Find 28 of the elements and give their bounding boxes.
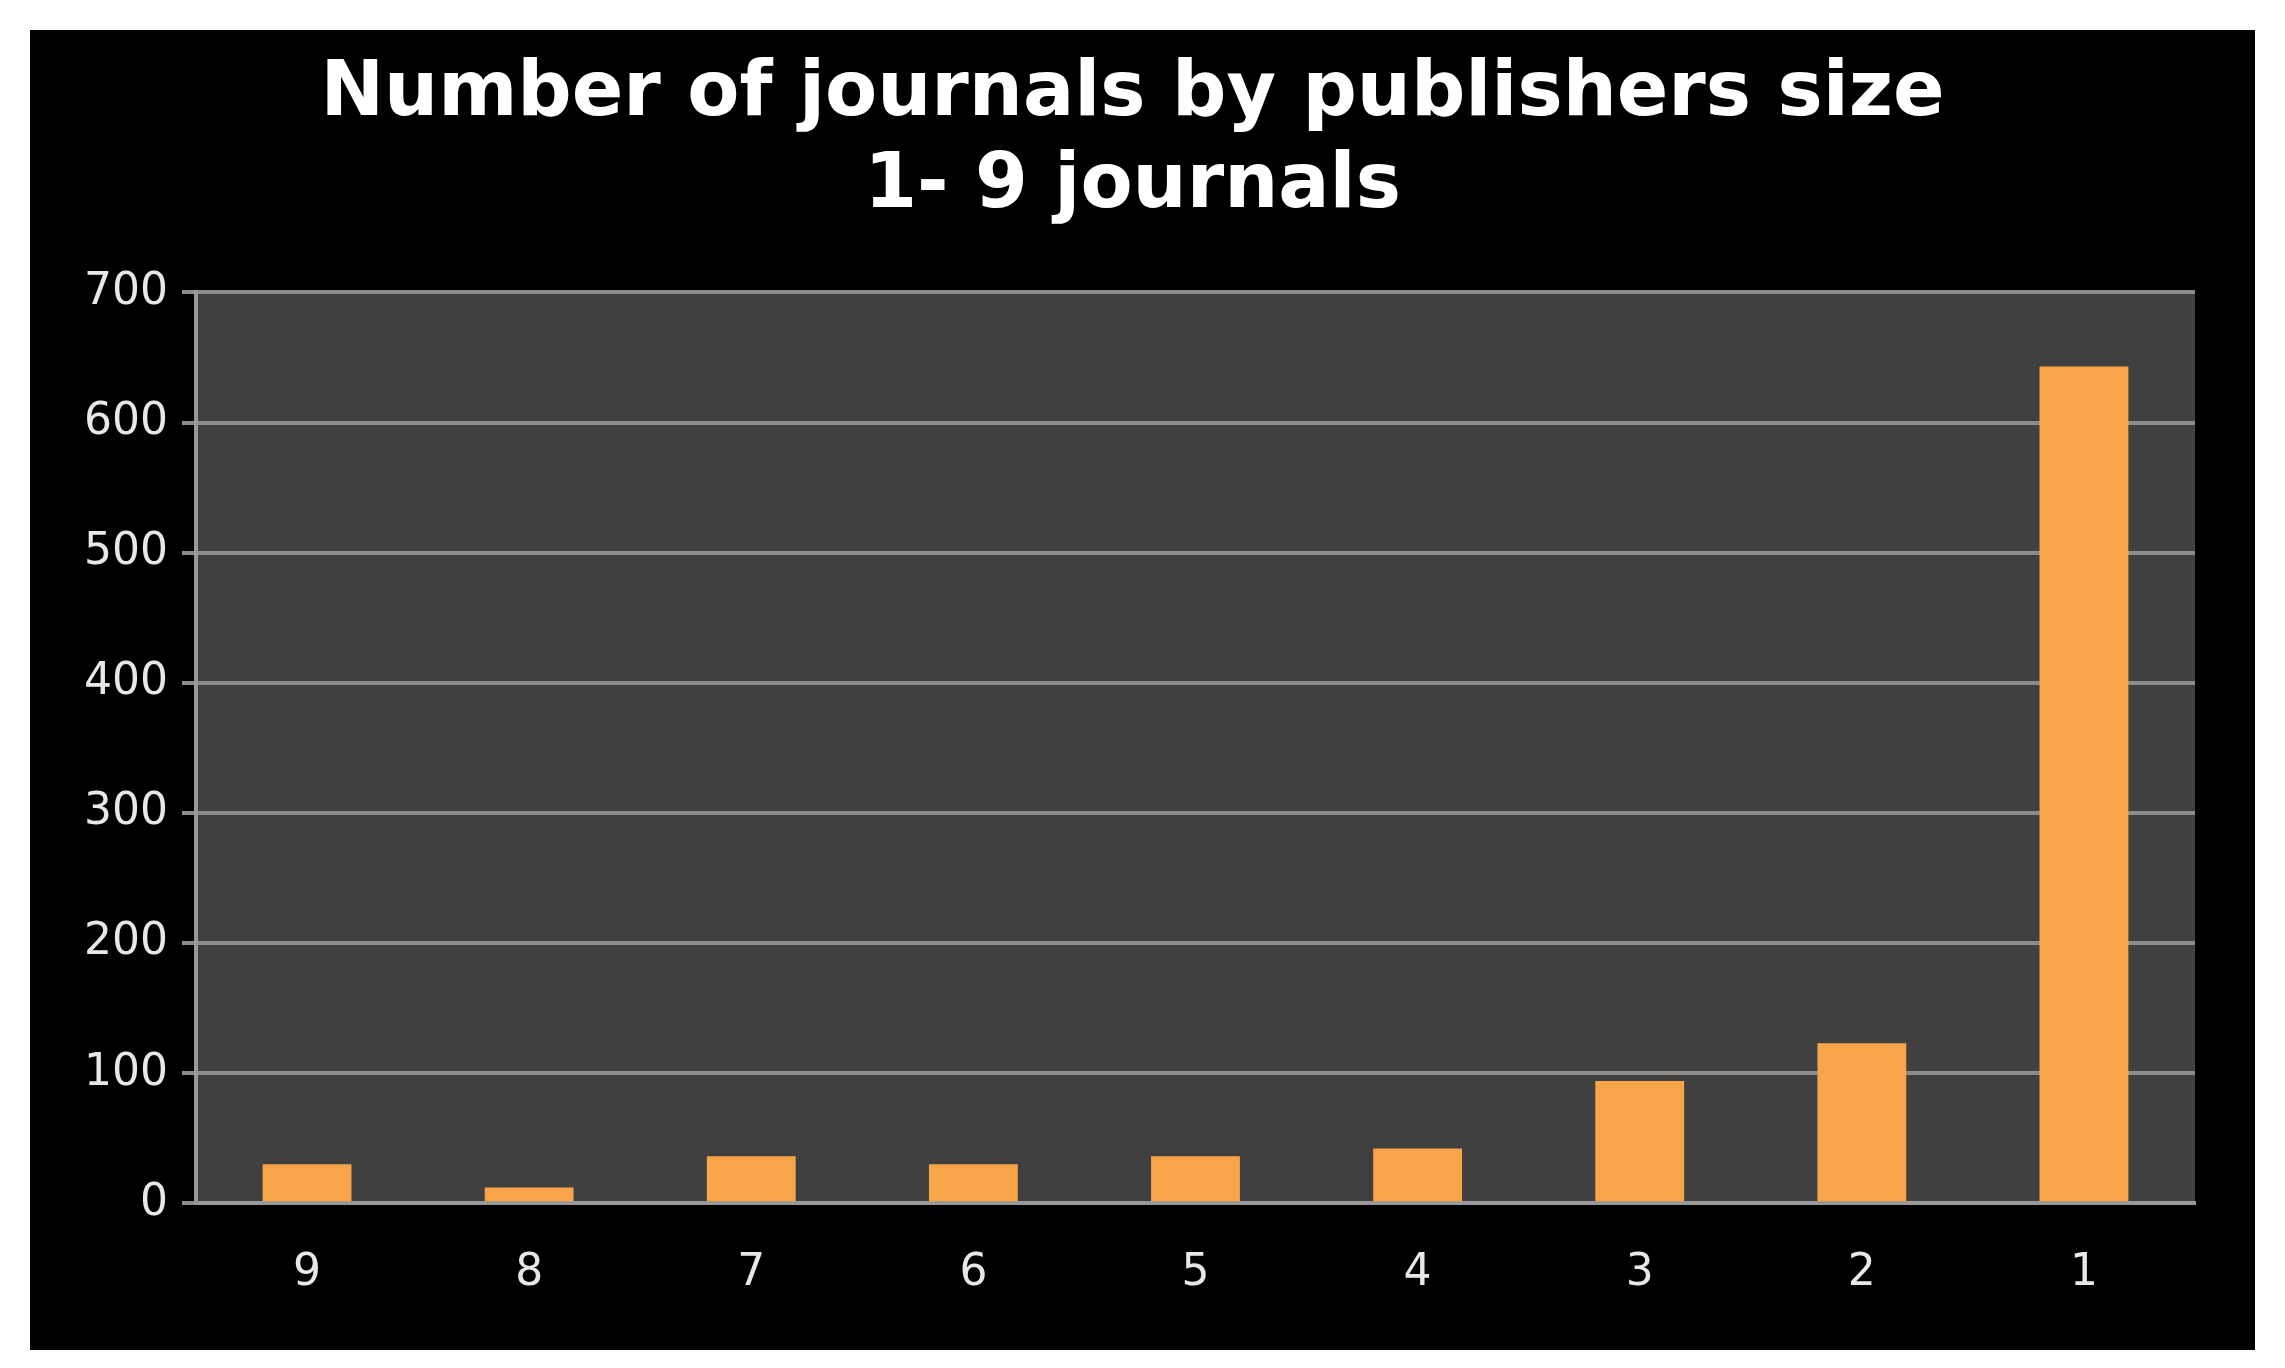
y-tick-label: 700: [84, 262, 168, 314]
x-tick-label: 3: [1625, 1244, 1654, 1296]
y-tick-label: 500: [84, 523, 168, 575]
text: Number of journals by publishers size: [320, 44, 1945, 134]
x-tick-label: 9: [293, 1244, 322, 1296]
x-tick-label: 5: [1181, 1244, 1210, 1296]
y-tick-label: 0: [139, 1173, 168, 1225]
bar: [706, 1156, 796, 1202]
y-tick-label: 100: [84, 1043, 168, 1095]
y-tick-label: 200: [84, 913, 168, 965]
x-tick-label: 2: [1847, 1244, 1876, 1296]
bar: [484, 1187, 574, 1202]
x-tick-label: 7: [737, 1244, 766, 1296]
x-tick-label: 1: [2069, 1244, 2098, 1296]
y-tick-label: 300: [84, 783, 168, 835]
bar: [1817, 1043, 1907, 1202]
x-tick-label: 8: [515, 1244, 544, 1296]
bar: [262, 1164, 352, 1202]
bar: [1373, 1148, 1463, 1202]
y-tick-label: 600: [84, 392, 168, 444]
bar: [1595, 1080, 1685, 1202]
x-tick-label: 4: [1403, 1244, 1432, 1296]
x-tick-label: 6: [959, 1244, 988, 1296]
text: 1- 9 journals: [864, 135, 1401, 225]
bar: [2039, 366, 2129, 1202]
y-tick-label: 400: [84, 653, 168, 705]
bar: [1151, 1156, 1240, 1202]
bar: [928, 1164, 1018, 1202]
